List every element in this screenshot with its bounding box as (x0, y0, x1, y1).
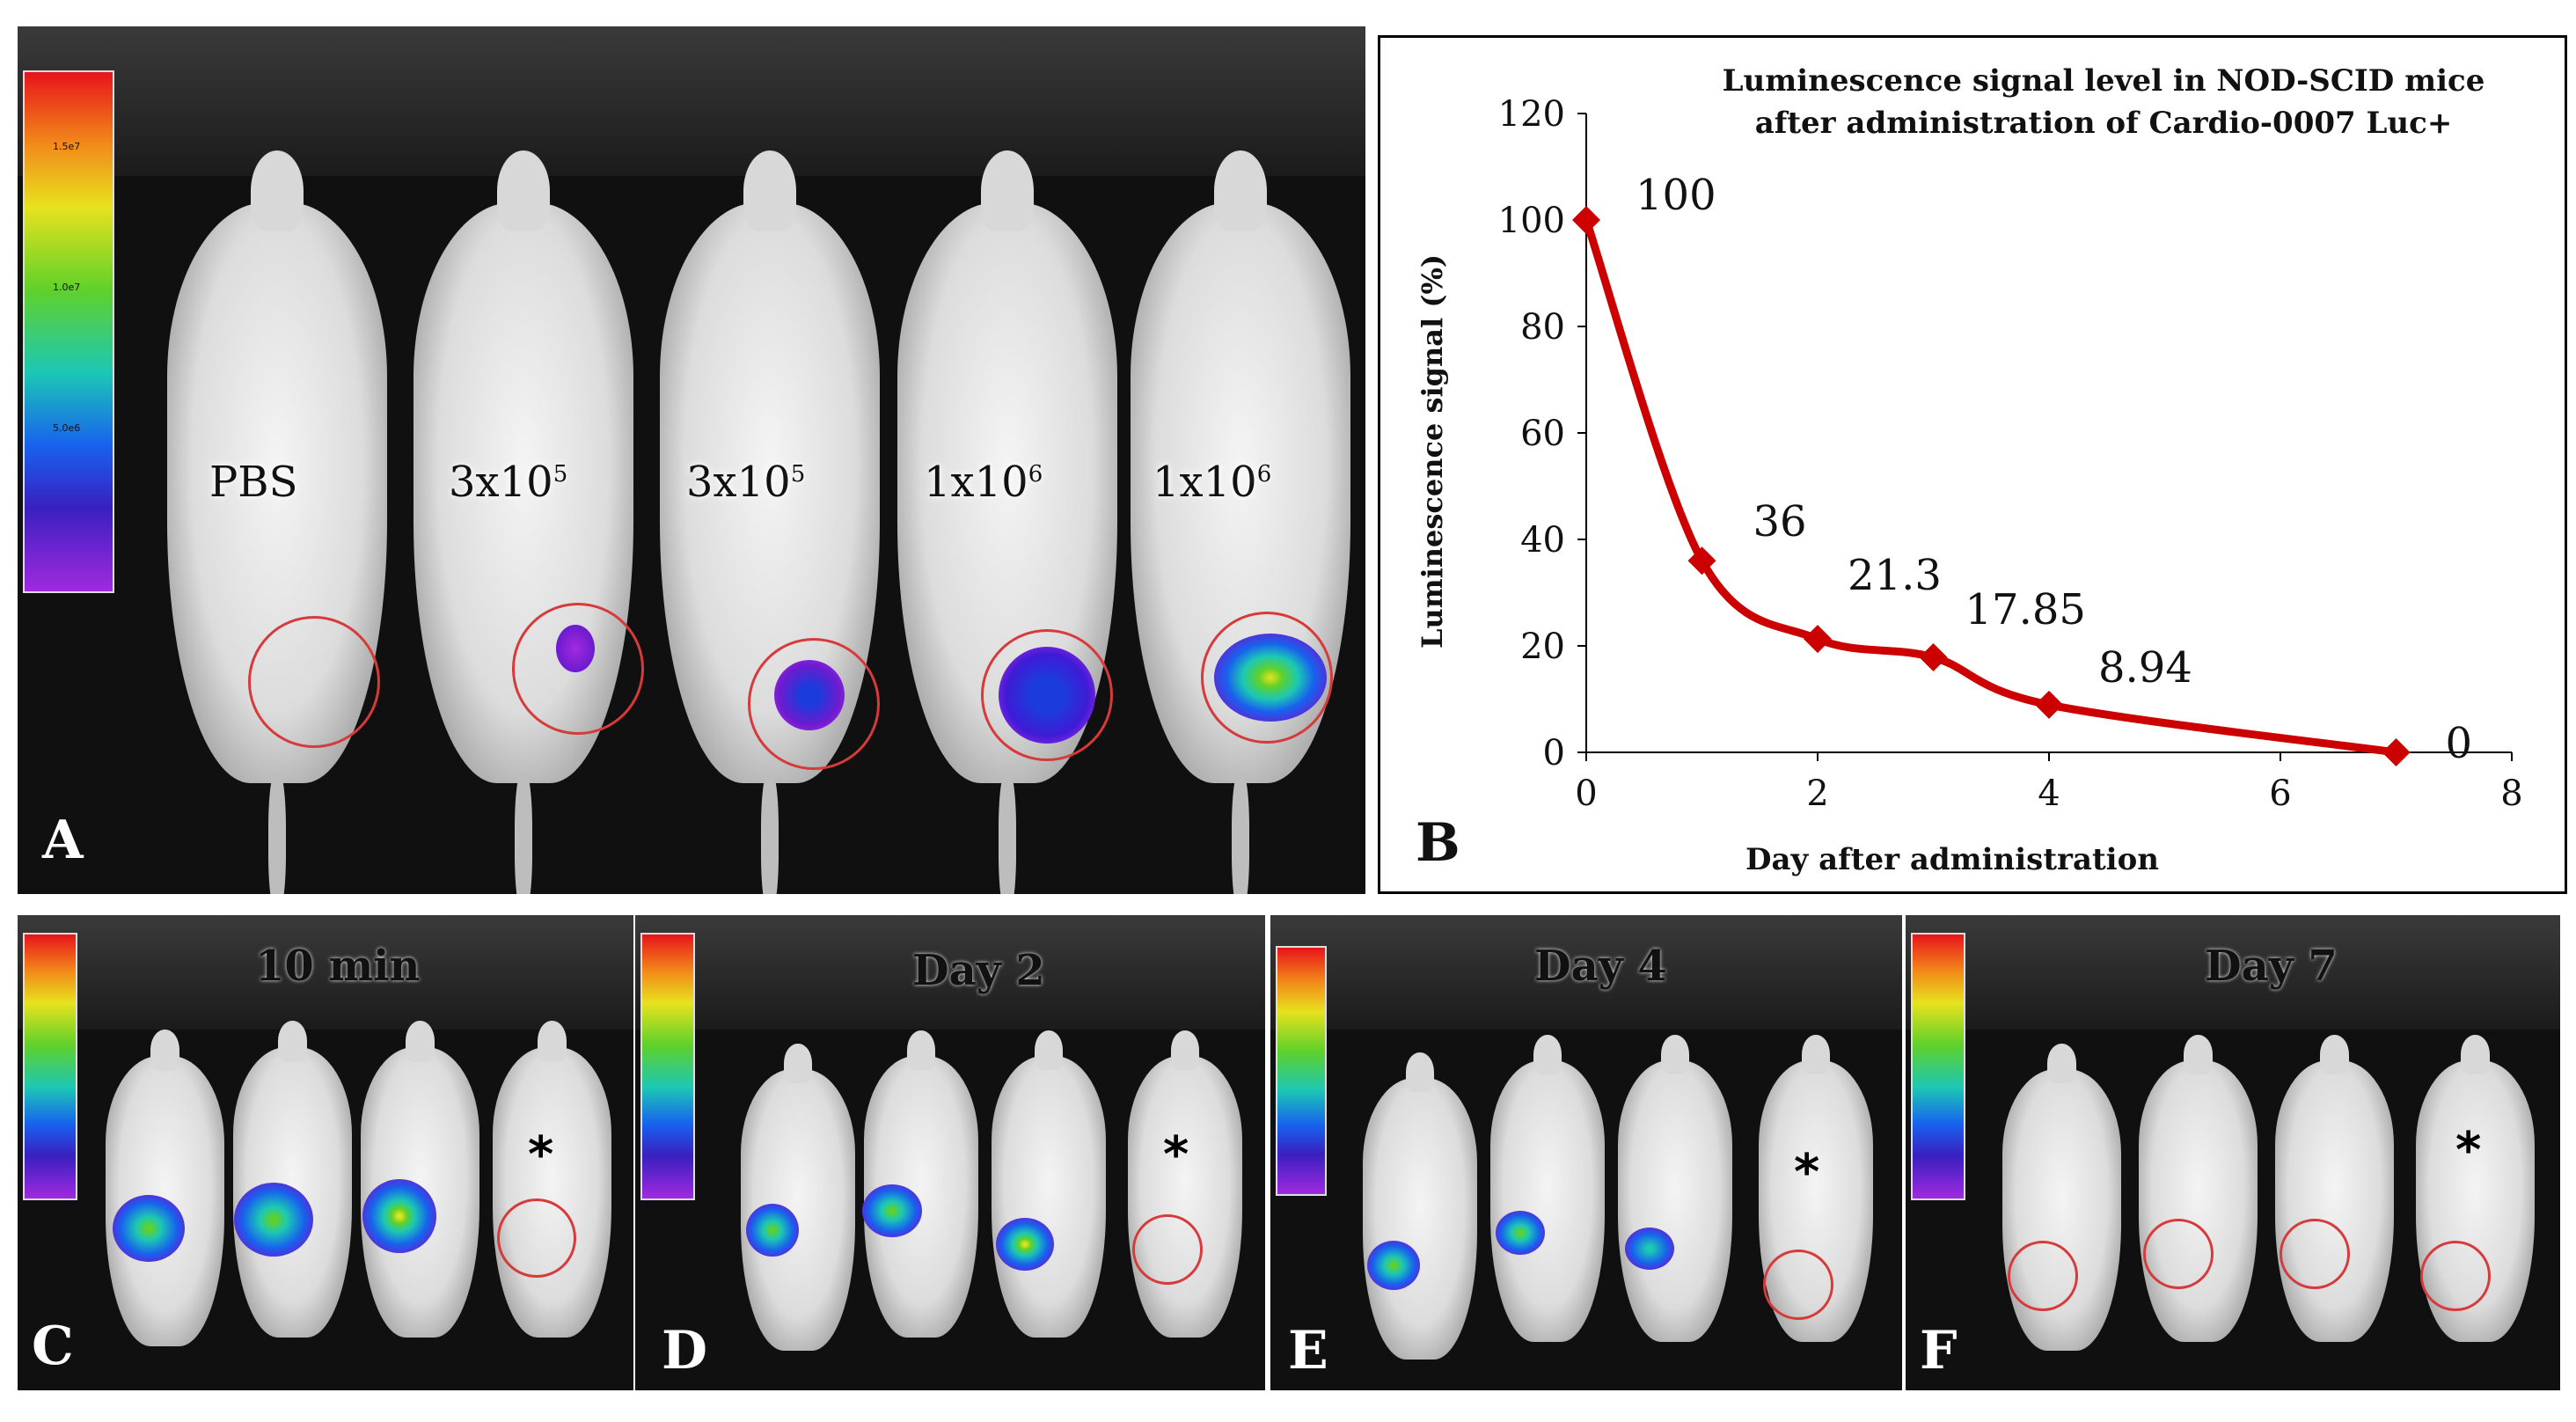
panel-letter-b: B (1416, 812, 1460, 874)
panel-letter-e: E (1288, 1320, 1328, 1382)
y-tick-label: 120 (1498, 94, 1565, 135)
signal-blob (862, 1184, 922, 1237)
group-label-1x10-6-a: 1x106 (924, 458, 1043, 507)
x-tick-label: 4 (2038, 773, 2060, 814)
signal-blob (362, 1179, 436, 1253)
roi-circle (1763, 1250, 1833, 1320)
mouse (2139, 1035, 2258, 1342)
roi-circle (2420, 1241, 2491, 1311)
signal-blob (1367, 1241, 1420, 1290)
x-tick-label: 6 (2269, 773, 2291, 814)
signal-blob (746, 1204, 799, 1257)
scale-tick-label: 1.0e7 (53, 282, 81, 293)
data-point-marker (2382, 738, 2411, 766)
panel-letter-c: C (32, 1316, 74, 1377)
x-tick-label: 2 (1806, 773, 1828, 814)
roi-circle (2280, 1219, 2350, 1289)
panel-d-image: Day 2 * D (635, 915, 1265, 1390)
roi-circle (748, 638, 880, 770)
signal-blob (113, 1195, 185, 1262)
panel-letter-d: D (662, 1320, 708, 1382)
data-label: 0 (2446, 719, 2473, 768)
data-label: 8.94 (2098, 643, 2192, 693)
series-line (1582, 218, 2397, 757)
color-scale (1276, 946, 1327, 1196)
group-label-1x10-6-b: 1x106 (1153, 458, 1272, 507)
panel-a-image: 1.5e7 1.0e7 5.0e6 PBS 3x105 3x105 1x106 … (18, 26, 1365, 894)
group-label-pbs: PBS (209, 458, 298, 507)
timepoint-label: 10 min (255, 942, 421, 991)
color-scale (23, 933, 77, 1200)
data-point-marker (1687, 546, 1716, 575)
chart-title-line-2: after administration of Cardio-0007 Luc+ (1755, 106, 2453, 141)
roi-circle (1132, 1214, 1203, 1285)
x-tick-label: 0 (1575, 773, 1597, 814)
panel-c-image: 10 min * C (18, 915, 633, 1390)
panel-f-image: Day 7 * F (1906, 915, 2560, 1390)
x-axis-label: Day after administration (1745, 842, 2159, 877)
mouse-3x10-5-a (413, 150, 633, 894)
panel-letter-a: A (42, 810, 84, 871)
y-tick-label: 20 (1520, 627, 1565, 667)
signal-blob (234, 1183, 313, 1257)
mouse (1618, 1035, 1732, 1342)
panel-letter-f: F (1920, 1320, 1958, 1382)
y-axis-label: Luminescence signal (%) (1416, 254, 1449, 649)
signal-blob (1496, 1211, 1545, 1255)
control-marker: * (1163, 1126, 1189, 1184)
data-point-marker (2035, 690, 2063, 719)
timepoint-label: Day 4 (1534, 942, 1667, 991)
mouse (1128, 1030, 1242, 1338)
y-tick-label: 0 (1543, 733, 1565, 773)
control-marker: * (528, 1126, 554, 1184)
timepoint-label: Day 2 (912, 946, 1045, 995)
data-point-marker (1572, 206, 1600, 234)
signal-blob (1625, 1228, 1674, 1270)
y-tick-label: 60 (1520, 414, 1565, 454)
panel-b-chart: Luminescence signal level in NOD-SCID mi… (1378, 35, 2567, 894)
mouse (2002, 1044, 2121, 1351)
roi-circle (1201, 612, 1333, 744)
roi-circle (2008, 1241, 2078, 1311)
scale-tick-label: 5.0e6 (53, 422, 81, 434)
roi-circle (981, 629, 1113, 761)
timepoint-label: Day 7 (2205, 942, 2338, 991)
y-tick-label: 40 (1520, 520, 1565, 561)
color-scale (640, 933, 695, 1200)
data-label: 21.3 (1848, 551, 1942, 600)
data-point-marker (1804, 625, 1832, 654)
data-label: 100 (1636, 171, 1716, 220)
data-point-marker (1919, 643, 1948, 672)
color-scale (23, 70, 114, 593)
control-marker: * (2455, 1122, 2482, 1179)
mouse (992, 1030, 1106, 1338)
roi-circle (2143, 1219, 2214, 1289)
scale-tick-label: 1.5e7 (53, 141, 81, 152)
color-scale (1911, 933, 1965, 1200)
control-marker: * (1794, 1144, 1820, 1201)
mouse (1363, 1052, 1477, 1360)
data-label: 36 (1753, 497, 1807, 546)
mouse (1490, 1035, 1605, 1342)
y-tick-label: 80 (1520, 307, 1565, 348)
x-tick-label: 8 (2500, 773, 2522, 814)
group-label-3x10-5-b: 3x105 (686, 458, 806, 507)
signal-blob (996, 1218, 1054, 1271)
roi-circle (512, 603, 644, 735)
data-label: 17.85 (1965, 585, 2086, 634)
mouse (2275, 1035, 2394, 1342)
roi-circle (497, 1198, 576, 1278)
panel-e-image: Day 4 * E (1270, 915, 1902, 1390)
mouse (493, 1021, 611, 1338)
y-tick-label: 100 (1498, 201, 1565, 241)
chart-title-line-1: Luminescence signal level in NOD-SCID mi… (1723, 63, 2485, 99)
roi-circle (248, 616, 380, 748)
luminescence-chart: Luminescence signal level in NOD-SCID mi… (1416, 63, 2523, 877)
group-label-3x10-5-a: 3x105 (449, 458, 568, 507)
